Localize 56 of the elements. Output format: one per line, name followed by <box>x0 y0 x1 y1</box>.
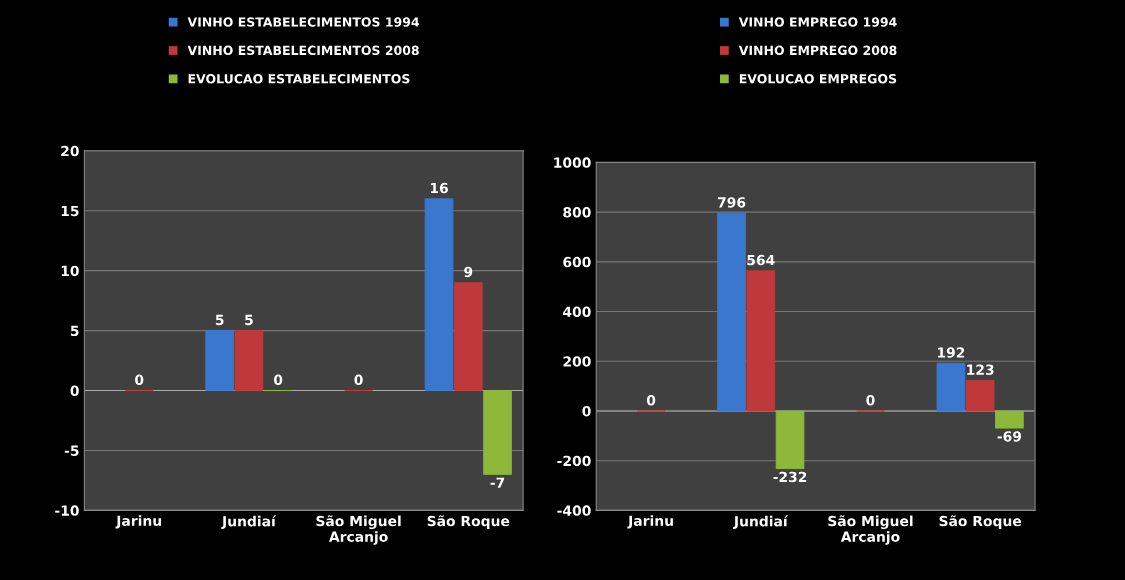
data-label: 796 <box>717 197 746 208</box>
legend-label: EVOLUCAO EMPREGOS <box>739 73 897 84</box>
y-tick-label: 0 <box>70 385 79 397</box>
x-tick-label: Jarinu <box>115 515 162 529</box>
bar <box>483 390 512 475</box>
data-label: 0 <box>646 395 656 406</box>
x-tick-label: São Miguel Arcanjo <box>828 515 913 545</box>
y-tick-label: -10 <box>55 505 79 516</box>
bar <box>995 410 1024 429</box>
legend-label: VINHO ESTABELECIMENTOS 1994 <box>187 17 420 27</box>
y-tick-label: 800 <box>563 207 591 218</box>
x-tick-label: São Miguel Arcanjo <box>316 515 401 545</box>
legend-label: EVOLUCAO ESTABELECIMENTOS <box>188 73 410 84</box>
data-label: 16 <box>430 182 448 194</box>
bar <box>205 330 234 391</box>
y-tick-label: -5 <box>64 445 79 456</box>
data-label: 123 <box>967 364 994 375</box>
y-tick-label: -400 <box>557 505 591 516</box>
data-label: 0 <box>866 395 875 406</box>
x-tick-label: São Roque <box>939 515 1022 529</box>
data-label: 5 <box>245 314 253 326</box>
y-tick-label: 0 <box>582 405 591 417</box>
bar <box>717 212 746 412</box>
x-tick-label: Jundiaí <box>733 515 789 530</box>
x-tick-label: Jarinu <box>627 515 673 529</box>
data-label: 564 <box>747 254 775 266</box>
bar <box>936 362 966 412</box>
legend-label: VINHO ESTABELECIMENTOS 2008 <box>187 45 419 56</box>
bar <box>453 282 483 391</box>
bar <box>746 270 776 412</box>
x-tick-label: São Roque <box>427 515 510 529</box>
data-label: -7 <box>490 477 505 488</box>
legend-label: VINHO EMPREGO 2008 <box>738 45 897 56</box>
y-tick-label: 400 <box>563 306 591 318</box>
bar <box>965 379 995 412</box>
bar <box>775 410 805 470</box>
data-label: 0 <box>273 374 283 386</box>
y-tick-label: 1000 <box>554 157 591 168</box>
y-tick-label: 5 <box>70 325 79 337</box>
bar <box>234 330 264 391</box>
y-tick-label: -200 <box>557 455 591 467</box>
legend-label: VINHO EMPREGO 1994 <box>738 17 897 27</box>
x-tick-label: Jundiaí <box>221 515 277 530</box>
data-label: 5 <box>215 314 224 326</box>
y-tick-label: 20 <box>61 145 79 157</box>
data-label: 0 <box>135 374 144 386</box>
data-label: 9 <box>464 266 473 278</box>
y-tick-label: 15 <box>61 205 79 217</box>
y-tick-label: 600 <box>563 256 591 268</box>
y-tick-label: 200 <box>563 356 591 367</box>
data-label: -69 <box>997 431 1022 442</box>
data-label: -232 <box>773 471 807 483</box>
bar <box>424 198 454 391</box>
y-tick-label: 10 <box>61 265 79 277</box>
data-label: 0 <box>354 374 363 386</box>
data-label: 192 <box>937 347 965 358</box>
